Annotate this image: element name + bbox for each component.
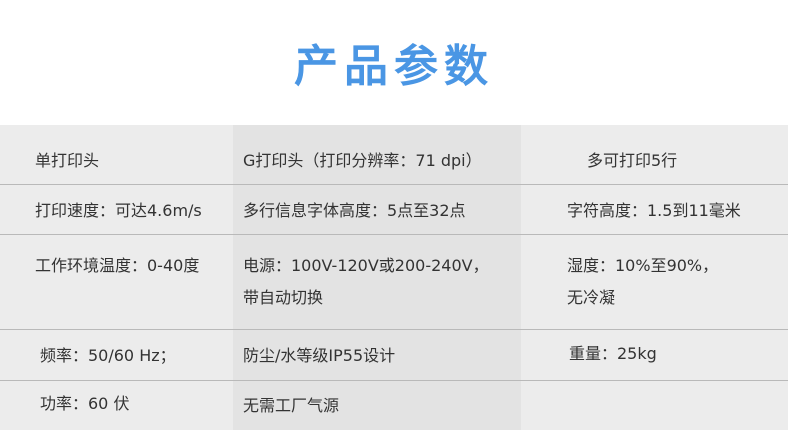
row-divider — [0, 329, 788, 330]
row-divider — [0, 234, 788, 235]
table-cell: 工作环境温度：0-40度 — [35, 256, 200, 275]
table-cell: 带自动切换 — [243, 288, 324, 307]
row-divider — [0, 380, 788, 381]
spec-table: 单打印头 G打印头（打印分辨率：71 dpi） 多可打印5行 打印速度：可达4.… — [0, 125, 788, 430]
table-cell: 湿度：10%至90%， — [567, 256, 719, 275]
table-cell: 单打印头 — [35, 151, 100, 170]
table-cell: 多可打印5行 — [587, 151, 678, 170]
table-cell: G打印头（打印分辨率：71 dpi） — [243, 151, 482, 170]
page-title: 产品参数 — [294, 41, 494, 92]
table-cell: 无冷凝 — [567, 288, 616, 307]
table-cell: 频率：50/60 Hz； — [40, 346, 176, 365]
table-cell: 电源：100V-120V或200-240V， — [243, 256, 489, 275]
table-cell: 功率：60 伏 — [40, 394, 130, 413]
table-cell: 多行信息字体高度：5点至32点 — [243, 201, 466, 220]
table-cell: 字符高度：1.5到11毫米 — [567, 201, 741, 220]
table-cell: 打印速度：可达4.6m/s — [35, 201, 202, 220]
table-cell: 无需工厂气源 — [243, 396, 340, 415]
row-divider — [0, 184, 788, 185]
middle-column-bg — [233, 125, 521, 430]
table-cell: 重量：25kg — [569, 344, 657, 363]
table-cell: 防尘/水等级IP55设计 — [243, 346, 396, 365]
